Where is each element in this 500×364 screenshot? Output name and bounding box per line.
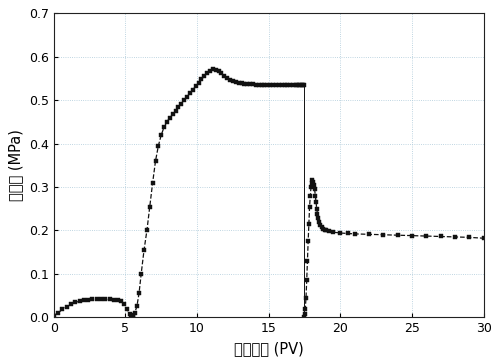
X-axis label: 注入体积 (PV): 注入体积 (PV) <box>234 341 304 356</box>
Y-axis label: 注压力 (MPa): 注压力 (MPa) <box>8 129 24 201</box>
